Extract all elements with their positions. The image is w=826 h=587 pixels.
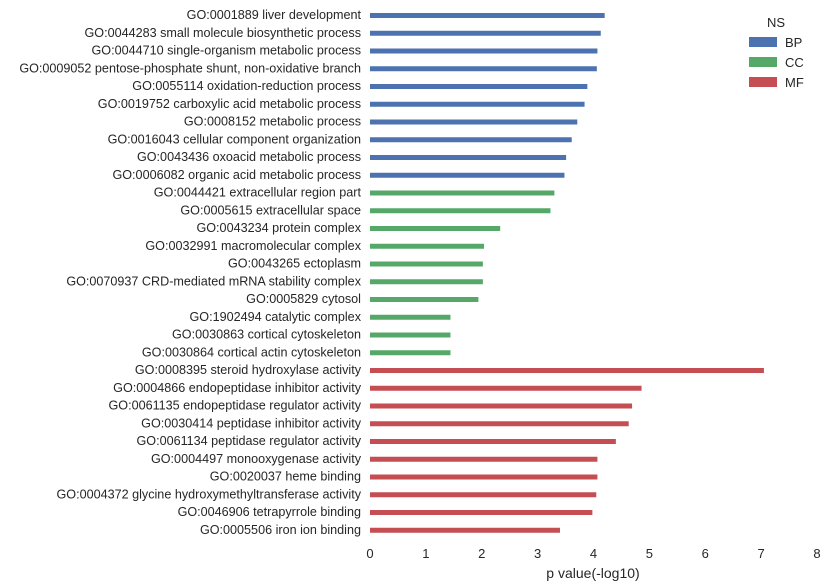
x-tick-label: 4 [590, 546, 597, 561]
bars-group [370, 13, 764, 533]
bar-cc [370, 297, 479, 302]
bar-bp [370, 172, 565, 178]
category-label: GO:0004372 glycine hydroxymethyltransfer… [57, 487, 362, 501]
legend-swatch-bp [749, 37, 777, 47]
category-label: GO:0043234 protein complex [196, 221, 361, 235]
bar-mf [370, 527, 560, 533]
bar-bp [370, 101, 585, 107]
category-label: GO:0032991 macromolecular complex [145, 239, 361, 253]
category-label: GO:0030863 cortical cytoskeleton [172, 328, 361, 342]
bar-cc [370, 261, 483, 267]
x-tick-label: 6 [702, 546, 709, 561]
category-label: GO:0061135 endopeptidase regulator activ… [108, 399, 361, 413]
category-label: GO:0005829 cytosol [246, 292, 361, 306]
bar-mf [370, 385, 642, 391]
category-label: GO:1902494 catalytic complex [189, 310, 361, 324]
category-label: GO:0005506 iron ion binding [200, 523, 361, 537]
category-label: GO:0043265 ectoplasm [228, 257, 361, 271]
bar-mf [370, 421, 629, 427]
bar-bp [370, 48, 598, 54]
bar-bp [370, 66, 597, 72]
legend-swatch-cc [749, 57, 777, 67]
bar-bp [370, 13, 605, 18]
category-label: GO:0019752 carboxylic acid metabolic pro… [98, 97, 361, 111]
category-label: GO:0005615 extracellular space [180, 203, 361, 217]
category-label: GO:0046906 tetrapyrrole binding [178, 505, 361, 519]
bar-bp [370, 119, 578, 125]
category-labels: GO:0001889 liver development GO:0044283 s… [19, 8, 361, 537]
category-label: GO:0043436 oxoacid metabolic process [137, 150, 361, 164]
bar-bp [370, 30, 601, 36]
category-label: GO:0008152 metabolic process [184, 115, 361, 129]
category-label: GO:0001889 liver development [187, 8, 362, 22]
x-axis-ticks: 0 1 2 3 4 5 6 7 8 [366, 546, 820, 561]
category-label: GO:0044421 extracellular region part [154, 186, 362, 200]
category-label: GO:0009052 pentose-phosphate shunt, non-… [19, 61, 361, 75]
category-label: GO:0061134 peptidase regulator activity [137, 434, 362, 448]
bar-mf [370, 368, 764, 373]
bar-mf [370, 456, 598, 462]
bar-cc [370, 190, 555, 196]
bar-bp [370, 84, 588, 89]
bar-mf [370, 492, 597, 498]
bar-bp [370, 137, 572, 143]
category-label: GO:0006082 organic acid metabolic proces… [112, 168, 361, 182]
bar-mf [370, 474, 598, 480]
x-tick-label: 7 [758, 546, 765, 561]
bar-bp [370, 155, 567, 160]
category-label: GO:0030864 cortical actin cytoskeleton [142, 345, 361, 359]
category-label: GO:0070937 CRD-mediated mRNA stability c… [66, 274, 361, 288]
bar-mf [370, 403, 633, 409]
x-tick-label: 8 [813, 546, 820, 561]
category-label: GO:0008395 steroid hydroxylase activity [135, 363, 362, 377]
category-label: GO:0044710 single-organism metabolic pro… [91, 44, 361, 58]
bar-mf [370, 510, 593, 515]
bar-mf [370, 439, 616, 444]
category-label: GO:0004497 monooxygenase activity [151, 452, 362, 466]
category-label: GO:0030414 peptidase inhibitor activity [141, 416, 362, 430]
legend-swatch-mf [749, 77, 777, 87]
category-label: GO:0004866 endopeptidase inhibitor activ… [113, 381, 362, 395]
category-label: GO:0044283 small molecule biosynthetic p… [84, 26, 361, 40]
category-label: GO:0020037 heme binding [210, 470, 361, 484]
x-tick-label: 2 [478, 546, 485, 561]
bar-cc [370, 350, 451, 356]
category-label: GO:0055114 oxidation-reduction process [132, 79, 361, 93]
bar-cc [370, 226, 501, 231]
bar-cc [370, 243, 484, 249]
x-tick-label: 5 [646, 546, 653, 561]
bar-cc [370, 332, 451, 338]
x-axis-title: p value(-log10) [546, 565, 639, 581]
legend-label: MF [785, 75, 804, 90]
bar-cc [370, 208, 551, 214]
legend-title: NS [767, 15, 785, 30]
bar-cc [370, 314, 451, 320]
x-tick-label: 3 [534, 546, 541, 561]
x-tick-label: 0 [366, 546, 373, 561]
legend-label: CC [785, 55, 804, 70]
category-label: GO:0016043 cellular component organizati… [108, 132, 361, 146]
bar-cc [370, 279, 483, 285]
legend-label: BP [785, 35, 802, 50]
x-tick-label: 1 [422, 546, 429, 561]
